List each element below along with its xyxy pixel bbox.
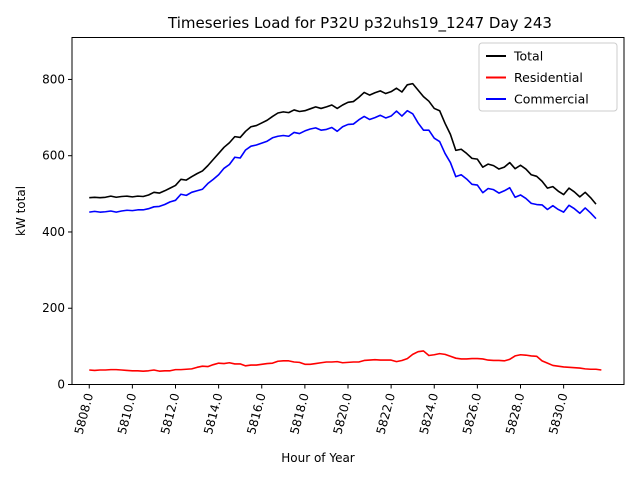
x-tick-label: 5822.0 — [374, 392, 398, 436]
x-axis-label: Hour of Year — [281, 451, 355, 465]
y-tick-label: 200 — [42, 301, 65, 315]
y-tick-label: 400 — [42, 225, 65, 239]
legend-label-residential: Residential — [514, 70, 583, 85]
x-tick-label: 5814.0 — [201, 392, 225, 436]
x-tick-label: 5826.0 — [460, 392, 484, 436]
series-line-total — [89, 82, 597, 205]
series-line-residential — [89, 350, 602, 372]
y-axis-ticks: 0 200 400 600 800 — [42, 72, 72, 392]
legend-box — [478, 42, 618, 112]
x-tick-label: 5812.0 — [158, 392, 182, 436]
y-tick-label: 600 — [42, 149, 65, 163]
legend: Total Residential Commercial — [478, 42, 618, 112]
y-axis-label: kW total — [14, 186, 28, 236]
x-tick-label: 5816.0 — [244, 392, 268, 436]
x-tick-label: 5818.0 — [287, 392, 311, 436]
x-tick-label: 5824.0 — [417, 392, 441, 436]
x-tick-label: 5830.0 — [546, 392, 570, 436]
x-tick-label: 5828.0 — [503, 392, 527, 436]
series-line-commercial — [89, 109, 597, 220]
legend-label-commercial: Commercial — [514, 92, 589, 107]
x-tick-label: 5810.0 — [115, 392, 139, 436]
legend-label-total: Total — [513, 49, 543, 64]
plot-lines — [89, 82, 602, 372]
x-tick-label: 5808.0 — [72, 392, 96, 436]
x-axis-ticks: 5808.0 5810.0 5812.0 5814.0 5816.0 5818.0 5820… — [72, 384, 571, 436]
x-tick-label: 5820.0 — [331, 392, 355, 436]
y-tick-label: 800 — [42, 72, 65, 86]
y-tick-label: 0 — [57, 378, 65, 392]
chart-title: Timeseries Load for P32U p32uhs19_1247 D… — [167, 14, 552, 33]
